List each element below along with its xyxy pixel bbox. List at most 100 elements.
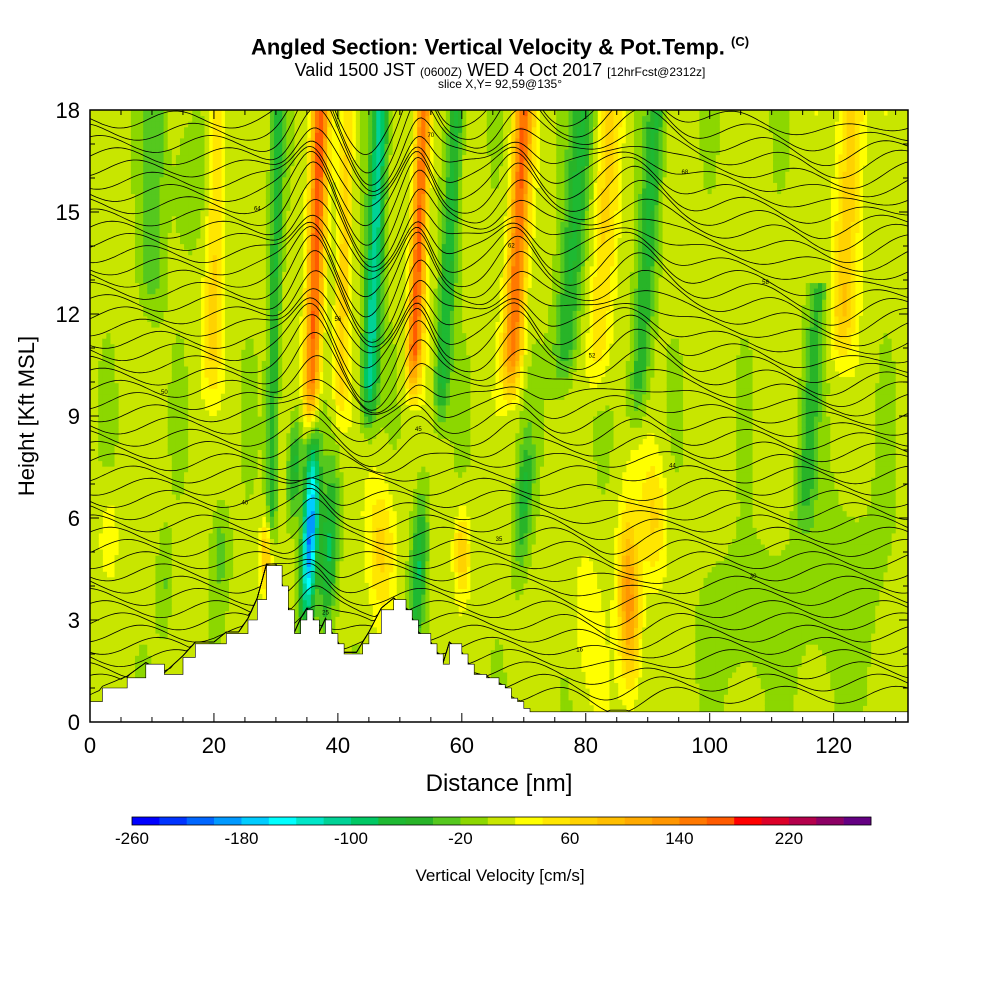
velocity-cell	[249, 416, 255, 423]
velocity-cell	[245, 132, 251, 139]
velocity-cell	[184, 649, 189, 656]
velocity-cell	[134, 304, 140, 311]
velocity-cell	[204, 443, 210, 450]
velocity-cell	[188, 454, 193, 462]
velocity-cell	[188, 571, 193, 578]
velocity-cell	[98, 199, 103, 206]
velocity-cell	[261, 243, 267, 250]
velocity-cell	[274, 438, 279, 445]
velocity-cell	[134, 371, 140, 378]
velocity-cell	[143, 416, 148, 423]
velocity-cell	[261, 371, 267, 378]
velocity-cell	[143, 176, 148, 183]
velocity-cell	[122, 137, 128, 144]
velocity-cell	[94, 388, 99, 395]
slice-info: slice X,Y= 92,59@135°	[0, 77, 1000, 91]
velocity-cell	[249, 365, 255, 373]
velocity-cell	[204, 160, 210, 167]
velocity-cell	[229, 260, 234, 267]
velocity-cell	[196, 171, 202, 178]
velocity-cell	[188, 160, 193, 167]
velocity-cell	[237, 416, 242, 423]
velocity-cell	[159, 621, 165, 629]
velocity-cell	[200, 466, 206, 473]
velocity-cell	[114, 443, 120, 450]
velocity-cell	[163, 299, 169, 306]
velocity-cell	[94, 148, 99, 156]
velocity-cell	[159, 594, 165, 601]
velocity-cell	[257, 282, 263, 289]
velocity-cell	[192, 126, 197, 133]
velocity-cell	[118, 326, 124, 334]
velocity-cell	[114, 671, 120, 679]
velocity-cell	[253, 137, 259, 144]
velocity-cell	[179, 493, 185, 501]
velocity-cell	[179, 605, 185, 612]
velocity-cell	[163, 232, 169, 239]
velocity-cell	[94, 566, 99, 573]
velocity-cell	[204, 187, 210, 195]
velocity-cell	[196, 566, 202, 573]
velocity-cell	[130, 377, 136, 384]
velocity-cell	[94, 427, 99, 434]
velocity-cell	[269, 193, 275, 200]
velocity-cell	[208, 443, 214, 450]
velocity-cell	[184, 338, 189, 345]
velocity-cell	[118, 332, 124, 339]
velocity-cell	[167, 193, 173, 200]
velocity-cell	[130, 210, 136, 217]
velocity-cell	[118, 254, 124, 261]
velocity-cell	[155, 165, 161, 172]
velocity-cell	[122, 354, 128, 361]
velocity-cell	[155, 304, 161, 311]
velocity-cell	[249, 249, 255, 256]
velocity-cell	[237, 243, 242, 250]
velocity-cell	[126, 632, 132, 640]
velocity-cell	[241, 121, 247, 128]
velocity-cell	[245, 443, 251, 450]
velocity-cell	[122, 683, 128, 690]
velocity-cell	[245, 176, 251, 183]
velocity-cell	[147, 377, 152, 384]
velocity-cell	[130, 293, 136, 300]
velocity-cell	[134, 399, 140, 406]
velocity-cell	[130, 399, 136, 406]
velocity-cell	[274, 187, 279, 195]
velocity-cell	[106, 187, 112, 195]
velocity-cell	[118, 393, 124, 400]
velocity-cell	[106, 226, 112, 233]
velocity-cell	[245, 594, 251, 601]
velocity-cell	[257, 432, 263, 439]
velocity-cell	[147, 232, 152, 239]
velocity-cell	[90, 204, 95, 211]
velocity-cell	[151, 137, 157, 144]
velocity-cell	[126, 638, 132, 645]
velocity-cell	[241, 243, 247, 250]
velocity-cell	[261, 388, 267, 395]
velocity-cell	[175, 594, 181, 601]
velocity-cell	[171, 182, 177, 189]
velocity-cell	[184, 454, 189, 462]
velocity-cell	[106, 683, 112, 690]
velocity-cell	[90, 588, 95, 595]
velocity-cell	[200, 582, 206, 590]
velocity-cell	[216, 160, 222, 167]
velocity-cell	[159, 338, 165, 345]
velocity-cell	[253, 343, 259, 350]
velocity-cell	[151, 577, 157, 584]
velocity-cell	[110, 115, 116, 122]
velocity-cell	[151, 443, 157, 450]
velocity-cell	[163, 132, 169, 139]
velocity-cell	[265, 148, 271, 156]
velocity-cell	[179, 582, 185, 590]
velocity-cell	[139, 466, 144, 473]
velocity-cell	[245, 454, 251, 462]
velocity-cell	[245, 471, 251, 478]
velocity-cell	[216, 616, 222, 623]
velocity-cell	[274, 482, 279, 489]
velocity-cell	[216, 438, 222, 445]
velocity-cell	[269, 132, 275, 139]
velocity-cell	[151, 260, 157, 267]
velocity-cell	[269, 521, 275, 528]
velocity-cell	[220, 510, 226, 517]
